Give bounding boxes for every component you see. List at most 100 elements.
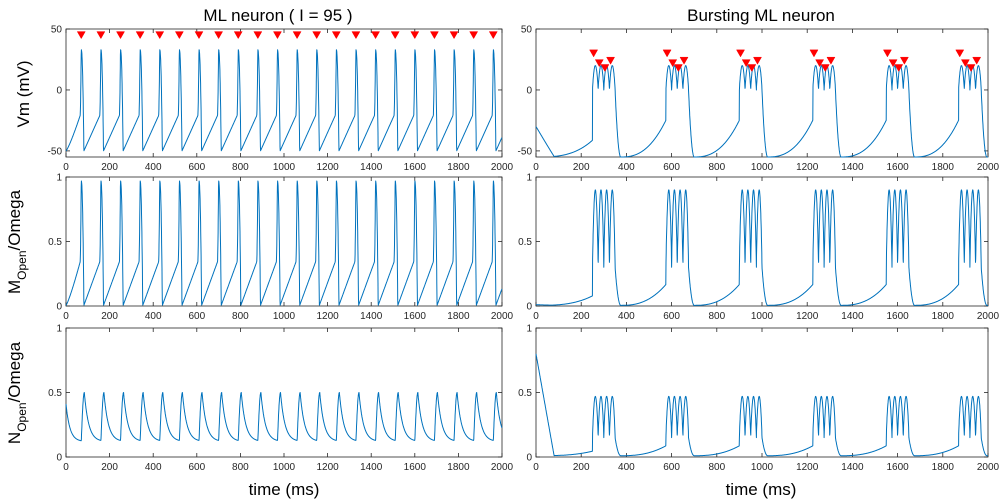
series-line-0 — [65, 392, 503, 442]
y-tick-label: 0.5 — [518, 237, 532, 248]
x-tick-label: 800 — [232, 311, 249, 322]
spike-marker — [390, 31, 400, 40]
x-tick-label: 0 — [533, 162, 539, 173]
x-tick-label: 1200 — [316, 162, 339, 173]
x-tick-label: 200 — [101, 462, 118, 473]
spike-marker — [899, 56, 909, 65]
x-tick-label: 200 — [573, 162, 590, 173]
x-tick-label: 1400 — [360, 462, 383, 473]
x-tick-label: 2000 — [491, 462, 514, 473]
spike-marker — [155, 31, 165, 40]
ylabel-m: MOpen/Omega — [5, 189, 29, 294]
spike-marker — [449, 31, 459, 40]
x-tick-label: 1400 — [841, 311, 864, 322]
x-tick-label: 800 — [232, 162, 249, 173]
spike-marker — [96, 31, 106, 40]
spike-marker — [673, 64, 683, 73]
y-tick-label: 0 — [56, 302, 62, 313]
spike-marker — [292, 31, 302, 40]
x-tick-label: 1400 — [360, 162, 383, 173]
spike-marker — [815, 59, 825, 68]
ylabel-n-sub: Open — [15, 402, 29, 431]
ylabel-m-suffix: /Omega — [5, 189, 24, 250]
chart-vm-regular: 0 200 400 600 800 1000 1200 1400 1600 1800 2000 -50… — [48, 25, 514, 174]
y-tick-label: 0.5 — [518, 388, 532, 399]
spike-marker — [668, 59, 678, 68]
x-tick-label: 800 — [708, 311, 725, 322]
series-line-0 — [535, 65, 989, 158]
spike-marker — [589, 49, 599, 58]
x-tick-label: 200 — [573, 462, 590, 473]
y-tick-label: 0 — [526, 302, 532, 313]
x-tick-label: 600 — [188, 462, 205, 473]
spike-marker — [429, 31, 439, 40]
ylabel-vm: Vm (mV) — [14, 60, 33, 127]
axes-box — [65, 176, 503, 307]
spike-marker — [371, 31, 380, 40]
y-tick-label: 0.5 — [48, 237, 62, 248]
x-tick-label: 200 — [101, 162, 118, 173]
spike-marker — [233, 31, 243, 40]
x-tick-label: 1400 — [841, 462, 864, 473]
ylabel-n-suffix: /Omega — [5, 341, 24, 402]
axes-box — [65, 28, 503, 158]
spike-marker — [662, 49, 672, 58]
spike-marker — [488, 31, 498, 40]
x-tick-label: 1600 — [404, 462, 427, 473]
series-line-0 — [535, 353, 989, 457]
x-tick-label: 1800 — [447, 162, 470, 173]
spike-marker — [594, 59, 604, 68]
x-tick-label: 0 — [63, 311, 69, 322]
x-tick-label: 600 — [663, 462, 680, 473]
spike-marker — [888, 59, 898, 68]
x-tick-label: 600 — [663, 162, 680, 173]
x-tick-label: 1000 — [751, 311, 774, 322]
spike-marker — [809, 49, 819, 58]
y-tick-label: 0 — [56, 453, 62, 464]
x-tick-label: 0 — [63, 462, 69, 473]
x-tick-label: 2000 — [977, 162, 1000, 173]
spike-marker — [747, 64, 757, 73]
spike-marker — [679, 56, 689, 65]
x-tick-label: 1000 — [273, 462, 296, 473]
spike-marker — [826, 56, 836, 65]
title-left: ML neuron ( I = 95 ) — [203, 6, 352, 25]
ylabel-n-main: N — [5, 432, 24, 444]
x-tick-label: 2000 — [977, 311, 1000, 322]
x-tick-label: 200 — [573, 311, 590, 322]
x-tick-label: 2000 — [491, 162, 514, 173]
plot-grid: 0 200 400 600 800 1000 1200 1400 1600 1800 2000-50… — [48, 25, 1000, 474]
xlabel-left: time (ms) — [249, 480, 320, 499]
ylabel-n: NOpen/Omega — [5, 341, 29, 444]
spike-marker — [76, 31, 86, 40]
x-tick-label: 1400 — [841, 162, 864, 173]
x-tick-label: 1600 — [886, 462, 909, 473]
spike-marker — [312, 31, 322, 40]
x-tick-label: 1800 — [932, 311, 955, 322]
x-tick-label: 1200 — [316, 462, 339, 473]
x-tick-label: 1200 — [796, 311, 819, 322]
chart-n-bursting: 0 200 400 600 800 1000 1200 1400 1600 1800 2000 0 0.… — [518, 324, 999, 474]
spike-marker — [741, 59, 751, 68]
y-tick-label: 1 — [56, 324, 62, 335]
x-tick-label: 600 — [188, 311, 205, 322]
x-tick-label: 1800 — [447, 311, 470, 322]
x-tick-label: 1800 — [932, 462, 955, 473]
x-tick-label: 1800 — [932, 162, 955, 173]
x-tick-label: 1400 — [360, 311, 383, 322]
spike-marker — [351, 31, 361, 40]
chart-vm-bursting: 0 200 400 600 800 1000 1200 1400 1600 1800 2000 -50… — [518, 25, 1000, 174]
y-tick-label: 0 — [56, 85, 62, 96]
y-tick-label: -50 — [48, 146, 63, 157]
chart-m-regular: 0 200 400 600 800 1000 1200 1400 1600 1800 2000 0 0.… — [48, 173, 513, 323]
x-tick-label: 400 — [145, 311, 162, 322]
x-tick-label: 600 — [663, 311, 680, 322]
y-tick-label: -50 — [518, 146, 533, 157]
spike-marker — [273, 31, 282, 40]
ylabel-m-main: M — [5, 280, 24, 294]
y-tick-label: 1 — [56, 173, 62, 184]
x-tick-label: 1000 — [273, 311, 296, 322]
series-line-0 — [65, 49, 503, 152]
x-tick-label: 800 — [708, 462, 725, 473]
x-tick-label: 400 — [618, 311, 635, 322]
